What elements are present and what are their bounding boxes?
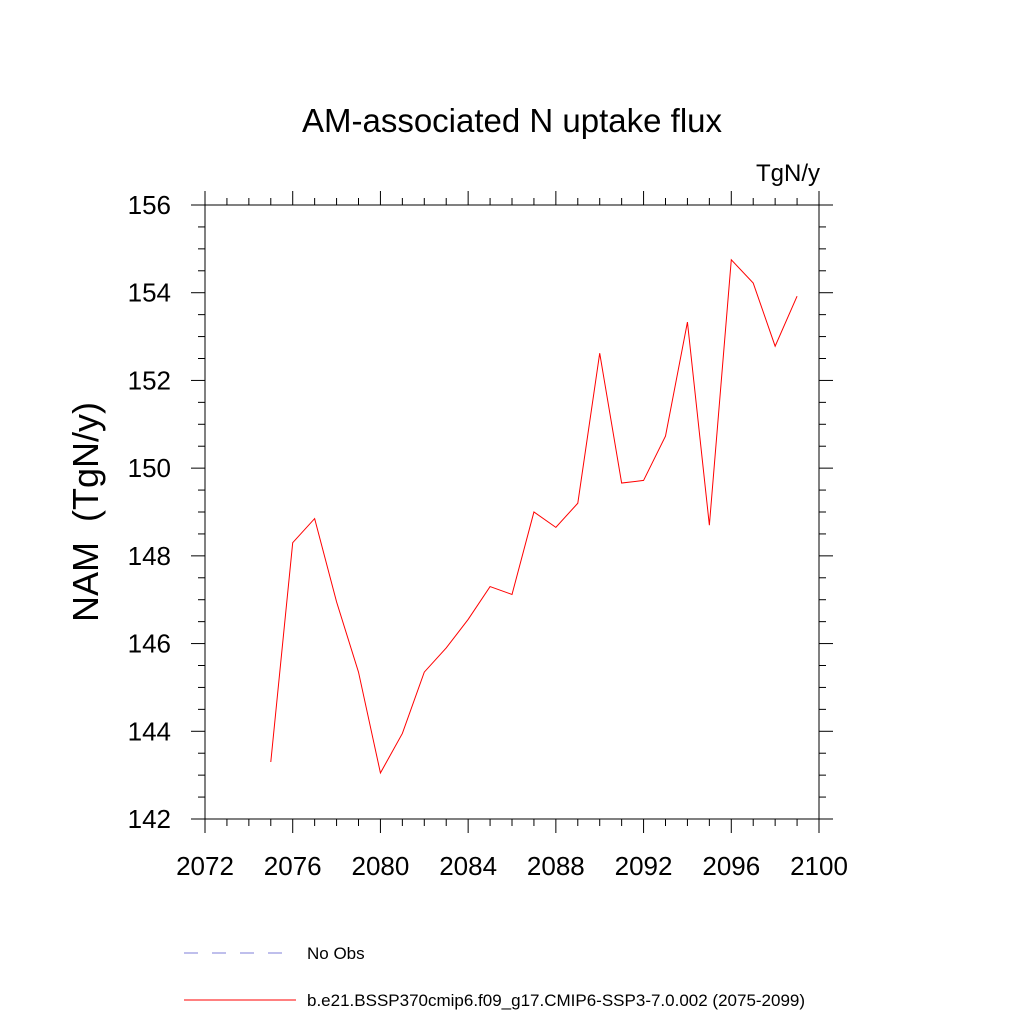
x-tick-label: 2076 <box>264 851 322 881</box>
units-label: TgN/y <box>756 160 820 187</box>
y-tick-label: 142 <box>128 804 171 834</box>
y-tick-label: 146 <box>128 629 171 659</box>
x-tick-label: 2080 <box>352 851 410 881</box>
axis-ticks <box>191 191 833 833</box>
plot-frame <box>204 204 820 820</box>
series-layer <box>270 258 798 775</box>
y-tick-label: 148 <box>128 541 171 571</box>
y-tick-label: 150 <box>128 453 171 483</box>
y-tick-label: 156 <box>128 190 171 220</box>
y-tick-label: 144 <box>128 716 171 746</box>
x-tick-label: 2100 <box>790 851 848 881</box>
y-tick-label: 154 <box>128 278 171 308</box>
legend: No Obs b.e21.BSSP370cmip6.f09_g17.CMIP6-… <box>184 944 805 1010</box>
x-tick-label: 2084 <box>439 851 497 881</box>
x-tick-labels: 2072 2076 2080 2084 2088 2092 2096 2100 <box>176 851 848 881</box>
x-tick-label: 2096 <box>702 851 760 881</box>
y-axis-label: NAM (TgN/y) <box>65 402 106 622</box>
legend-label-model: b.e21.BSSP370cmip6.f09_g17.CMIP6-SSP3-7.… <box>307 991 805 1010</box>
y-tick-labels: 142 144 146 148 150 152 154 156 <box>128 190 171 834</box>
x-tick-label: 2088 <box>527 851 585 881</box>
legend-label-no-obs: No Obs <box>307 944 365 963</box>
series-line-0 <box>270 258 798 775</box>
x-tick-label: 2072 <box>176 851 234 881</box>
x-tick-label: 2092 <box>615 851 673 881</box>
y-tick-label: 152 <box>128 365 171 395</box>
chart-title: AM-associated N uptake flux <box>302 102 723 139</box>
